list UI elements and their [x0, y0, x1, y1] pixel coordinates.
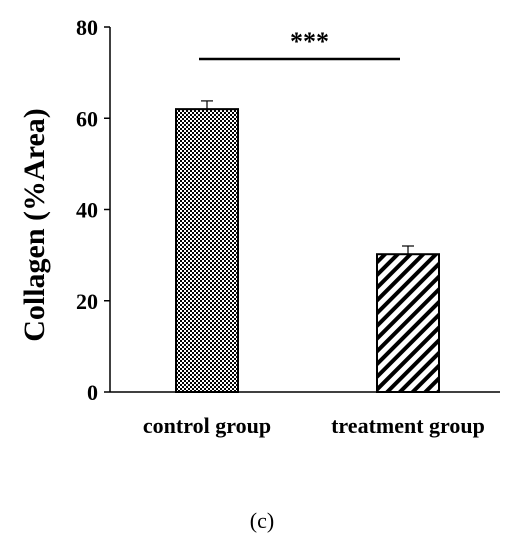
y-tick-label: 60	[76, 106, 98, 131]
y-tick-label: 20	[76, 289, 98, 314]
plot-area: 0 20 40 60 80 control group treatment group ***	[76, 15, 500, 438]
x-tick-label-0: control group	[143, 413, 271, 438]
significance-marker: ***	[290, 27, 329, 56]
bar-1	[376, 253, 440, 393]
y-tick-label: 80	[76, 15, 98, 40]
y-axis-label: Collagen (%Area)	[18, 108, 51, 342]
y-tick-label: 40	[76, 198, 98, 223]
x-tick-label-1: treatment group	[331, 413, 485, 438]
bar-0	[175, 108, 239, 393]
y-tick-label: 0	[87, 380, 98, 405]
panel-label: (c)	[250, 508, 274, 533]
